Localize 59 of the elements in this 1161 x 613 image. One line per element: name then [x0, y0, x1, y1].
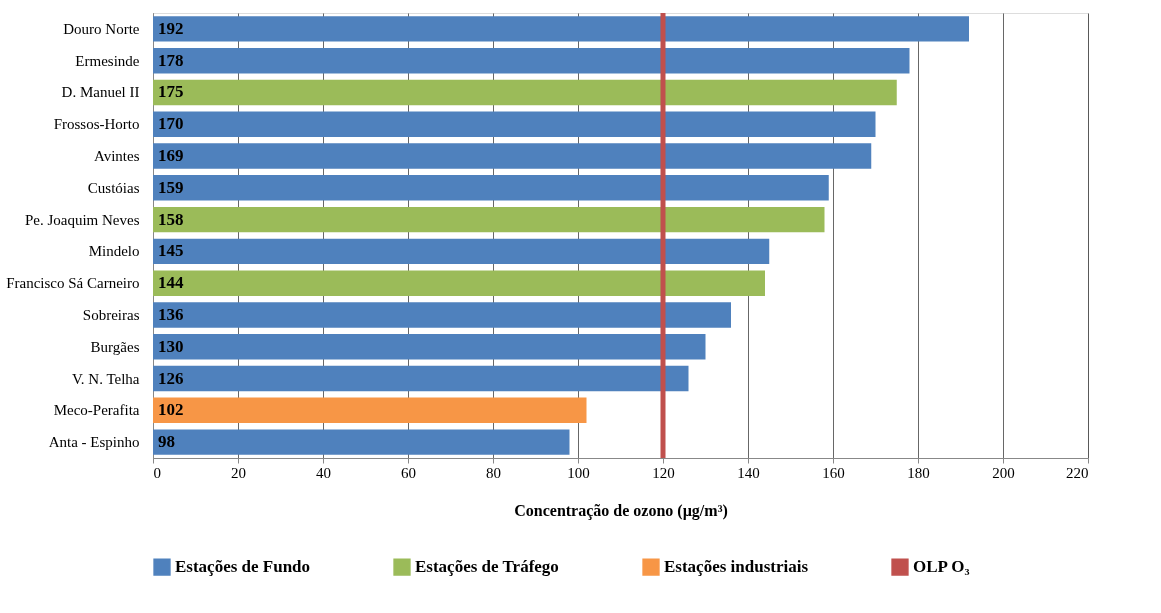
- data-label: 98: [158, 432, 175, 452]
- x-tick-label: 160: [822, 464, 845, 481]
- y-tick-label: D. Manuel II: [61, 84, 140, 101]
- data-label: 169: [158, 146, 184, 166]
- data-label: 144: [158, 273, 184, 293]
- legend-label: Estações de Tráfego: [415, 557, 559, 577]
- bar: [153, 79, 897, 106]
- x-axis-title: Concentração de ozono (µg/m³): [514, 501, 728, 520]
- bar: [153, 397, 587, 424]
- y-tick-label: Meco-Perafita: [53, 402, 140, 419]
- data-label: 175: [158, 82, 184, 102]
- y-tick-label: Ermesinde: [75, 52, 140, 69]
- y-tick-label: Frossos-Horto: [53, 116, 140, 133]
- bar: [153, 47, 910, 74]
- y-tick-label: Avintes: [93, 148, 140, 165]
- bar: [153, 365, 689, 392]
- bar: [153, 270, 765, 296]
- bar: [153, 111, 876, 137]
- bar: [153, 16, 969, 42]
- x-tick-label: 0: [153, 464, 161, 481]
- data-label: 126: [158, 368, 184, 388]
- y-tick-label: Francisco Sá Carneiro: [6, 275, 140, 292]
- bar: [153, 302, 731, 328]
- y-tick-label: Anta - Espinho: [48, 434, 140, 451]
- legend-label: Estações de Fundo: [175, 557, 311, 577]
- y-tick-label: V. N. Telha: [71, 370, 140, 387]
- x-tick-label: 100: [567, 464, 590, 481]
- y-tick-label: Douro Norte: [63, 20, 140, 37]
- bar: [153, 334, 706, 360]
- legend-label: Estações industriais: [664, 557, 809, 577]
- bar: [153, 143, 872, 169]
- y-tick-label: Sobreiras: [82, 306, 140, 323]
- bar: [153, 175, 829, 201]
- y-tick-label: Mindelo: [88, 243, 140, 260]
- data-label: 159: [158, 177, 184, 197]
- data-label: 136: [158, 304, 184, 324]
- x-tick-label: 60: [401, 464, 416, 481]
- y-tick-label: Burgães: [90, 338, 140, 355]
- data-label: 178: [158, 50, 184, 70]
- y-tick-label: Pe. Joaquim Neves: [24, 211, 140, 228]
- data-label: 102: [158, 400, 184, 420]
- bar: [153, 429, 570, 455]
- x-tick-label: 40: [316, 464, 331, 481]
- data-label: 158: [158, 209, 184, 229]
- y-tick-label: Custóias: [87, 179, 140, 196]
- x-tick-label: 200: [992, 464, 1015, 481]
- x-tick-label: 120: [652, 464, 675, 481]
- data-label: 192: [158, 18, 184, 38]
- data-label: 130: [158, 336, 184, 356]
- x-tick-label: 180: [907, 464, 930, 481]
- x-tick-label: 220: [1066, 464, 1089, 481]
- x-tick-label: 140: [737, 464, 760, 481]
- x-tick-label: 20: [231, 464, 246, 481]
- legend-label: OLP O₃: [913, 557, 970, 577]
- bar: [153, 238, 770, 265]
- x-tick-label: 80: [486, 464, 501, 481]
- data-label: 145: [158, 241, 184, 261]
- data-label: 170: [158, 114, 184, 134]
- bar: [153, 206, 825, 233]
